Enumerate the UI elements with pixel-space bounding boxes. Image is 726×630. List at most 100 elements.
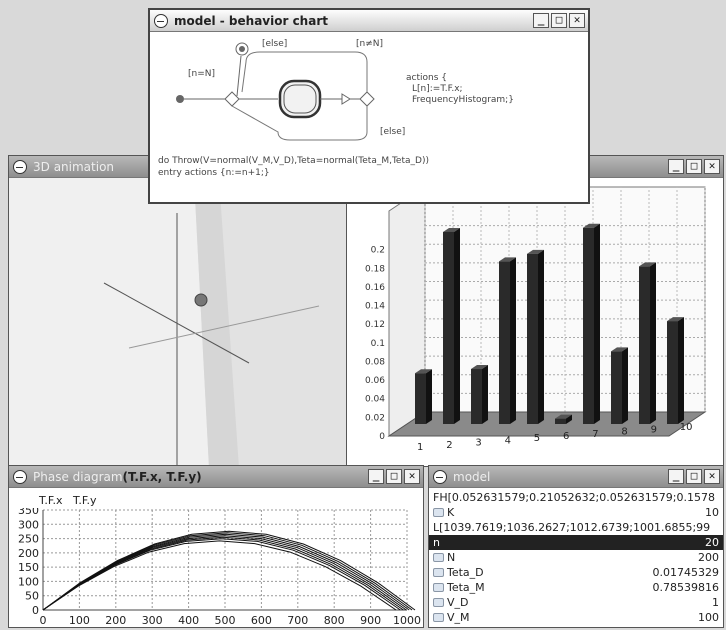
variable-row[interactable]: Teta_M 0.78539816 bbox=[429, 580, 723, 595]
close-button[interactable]: ✕ bbox=[704, 159, 720, 174]
y-tick-label: 150 bbox=[18, 561, 39, 574]
x-tick-label: 300 bbox=[142, 614, 163, 627]
variable-name: V_D bbox=[433, 596, 469, 609]
statechart-window[interactable]: model - behavior chart _ □ ✕ [n=N] [else… bbox=[148, 8, 590, 204]
model-window[interactable]: model _ □ ✕ FH[0.052631579;0.21052632;0.… bbox=[428, 465, 724, 628]
variable-name: V_M bbox=[433, 611, 470, 624]
x-tick-label: 400 bbox=[178, 614, 199, 627]
variable-value: 20 bbox=[705, 536, 719, 549]
phase-subtitle: (T.F.x, T.F.y) bbox=[122, 469, 202, 484]
variable-name: n bbox=[433, 536, 440, 549]
parameter-icon bbox=[433, 508, 444, 517]
model-title: model bbox=[453, 469, 491, 484]
model-icon bbox=[433, 469, 447, 484]
statechart-diagram[interactable]: [n=N] [else] [n≠N] actions { L[n]:=T.F.x… bbox=[150, 32, 588, 202]
y-tick-label: 0 bbox=[379, 432, 385, 442]
x-tick-label: 9 bbox=[651, 424, 657, 435]
variable-row[interactable]: L[1039.7619;1036.2627;1012.6739;1001.685… bbox=[429, 520, 723, 535]
parameter-icon bbox=[433, 568, 444, 577]
bar bbox=[443, 231, 454, 424]
variable-name-text: N bbox=[447, 551, 456, 564]
x-tick-label: 6 bbox=[563, 431, 569, 442]
phase-titlebar[interactable]: Phase diagram (T.F.x, T.F.y) _ □ ✕ bbox=[9, 466, 423, 488]
floor bbox=[387, 411, 707, 437]
minimize-button[interactable]: _ bbox=[368, 469, 384, 484]
bar-top bbox=[471, 365, 488, 370]
y-tick-label: 50 bbox=[25, 590, 39, 603]
maximize-button[interactable]: □ bbox=[386, 469, 402, 484]
variable-value: 0.78539816 bbox=[652, 581, 719, 594]
close-button[interactable]: ✕ bbox=[404, 469, 420, 484]
bar-side bbox=[594, 223, 600, 424]
bar-top bbox=[583, 223, 600, 228]
bar-top bbox=[555, 414, 572, 419]
close-button[interactable]: ✕ bbox=[704, 469, 720, 484]
phase-window[interactable]: Phase diagram (T.F.x, T.F.y) _ □ ✕ T.F.x… bbox=[8, 465, 424, 628]
variable-row[interactable]: V_M 100 bbox=[429, 610, 723, 625]
axis-z bbox=[128, 305, 320, 349]
x-tick-label: 600 bbox=[251, 614, 272, 627]
x-tick-label: 800 bbox=[324, 614, 345, 627]
model-icon bbox=[13, 469, 27, 484]
x-tick-label: 700 bbox=[287, 614, 308, 627]
y-tick-label: 0.18 bbox=[365, 264, 385, 274]
y-tick-label: 0.14 bbox=[365, 302, 385, 312]
decision-right bbox=[359, 91, 375, 107]
minimize-button[interactable]: _ bbox=[668, 159, 684, 174]
variable-row[interactable]: FH[0.052631579;0.21052632;0.052631579;0.… bbox=[429, 490, 723, 505]
variable-name-text: V_M bbox=[447, 611, 470, 624]
bar bbox=[527, 253, 538, 424]
x-tick-label: 100 bbox=[69, 614, 90, 627]
minimize-button[interactable]: _ bbox=[533, 13, 549, 28]
variable-name-text: L[1039.7619;1036.2627;1012.6739;1001.685… bbox=[433, 521, 711, 534]
x-tick-label: 1 bbox=[417, 442, 423, 453]
y-tick-label: 0.2 bbox=[371, 246, 385, 256]
x-tick-label: 500 bbox=[215, 614, 236, 627]
model-titlebar[interactable]: model _ □ ✕ bbox=[429, 466, 723, 488]
variable-name: Teta_M bbox=[433, 581, 485, 594]
bar-side bbox=[510, 257, 516, 424]
x-tick-label: 3 bbox=[475, 438, 481, 449]
variable-name: L[1039.7619;1036.2627;1012.6739;1001.685… bbox=[433, 521, 710, 534]
variable-value: 0.01745329 bbox=[652, 566, 719, 579]
bar-side bbox=[482, 365, 488, 424]
variable-name-text: Teta_M bbox=[447, 581, 485, 594]
state-throw[interactable] bbox=[278, 79, 322, 119]
y-tick-label: 0.04 bbox=[365, 395, 385, 405]
variable-row[interactable]: K 10 bbox=[429, 505, 723, 520]
x-tick-label: 8 bbox=[621, 427, 627, 438]
label-else-bottom: [else] bbox=[380, 127, 405, 137]
bar-side bbox=[678, 317, 684, 424]
y-tick-label: 0.02 bbox=[365, 413, 385, 423]
bar bbox=[415, 373, 426, 424]
trajectory-line bbox=[42, 540, 397, 611]
maximize-button[interactable]: □ bbox=[551, 13, 567, 28]
animation-canvas[interactable] bbox=[9, 178, 350, 467]
close-button[interactable]: ✕ bbox=[569, 13, 585, 28]
variable-list[interactable]: FH[0.052631579;0.21052632;0.052631579;0.… bbox=[429, 490, 723, 627]
y-tick-label: 250 bbox=[18, 533, 39, 546]
x-tick-label: 900 bbox=[360, 614, 381, 627]
bar-side bbox=[538, 249, 544, 424]
bar-side bbox=[566, 414, 572, 424]
maximize-button[interactable]: □ bbox=[686, 159, 702, 174]
variable-row[interactable]: Teta_D 0.01745329 bbox=[429, 565, 723, 580]
y-tick-label: 0.06 bbox=[365, 376, 385, 386]
label-guard-n-neq-N: [n≠N] bbox=[356, 39, 383, 49]
phase-title: Phase diagram bbox=[33, 469, 123, 484]
variable-row[interactable]: V_D 1 bbox=[429, 595, 723, 610]
variable-name-text: K bbox=[447, 506, 455, 519]
variable-row[interactable]: n 20 bbox=[429, 535, 723, 550]
minimize-button[interactable]: _ bbox=[668, 469, 684, 484]
bar bbox=[555, 418, 566, 424]
variable-name-text: FH[0.052631579;0.21052632;0.052631579;0.… bbox=[433, 491, 715, 504]
y-tick-label: 0.08 bbox=[365, 357, 385, 367]
parameter-icon bbox=[433, 598, 444, 607]
x-tick-label: 4 bbox=[505, 435, 511, 446]
statechart-titlebar[interactable]: model - behavior chart _ □ ✕ bbox=[150, 10, 588, 32]
maximize-button[interactable]: □ bbox=[686, 469, 702, 484]
variable-row[interactable]: N 200 bbox=[429, 550, 723, 565]
bar-side bbox=[650, 262, 656, 424]
parameter-icon bbox=[433, 553, 444, 562]
